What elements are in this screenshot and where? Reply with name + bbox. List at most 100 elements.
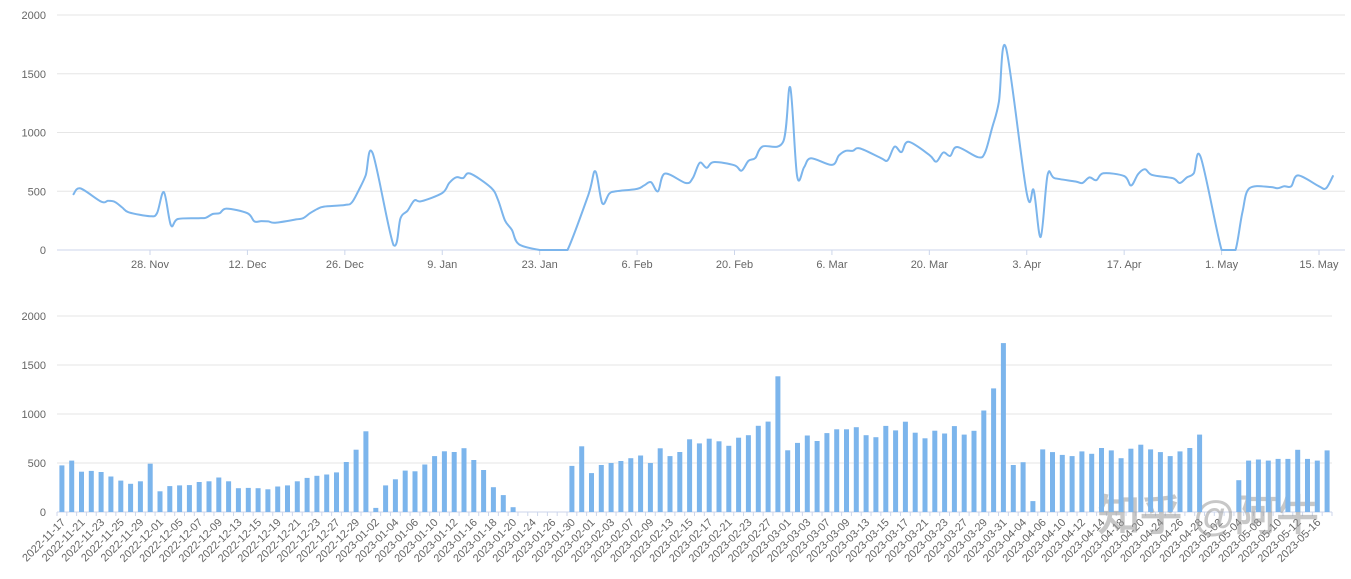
bar[interactable] bbox=[628, 458, 634, 512]
bar[interactable] bbox=[647, 463, 653, 512]
bar[interactable] bbox=[128, 483, 134, 512]
bar[interactable] bbox=[392, 479, 398, 512]
bar[interactable] bbox=[275, 486, 281, 513]
bar[interactable] bbox=[196, 482, 202, 512]
bar[interactable] bbox=[226, 481, 232, 512]
bar[interactable] bbox=[59, 465, 65, 512]
bar[interactable] bbox=[1177, 451, 1183, 512]
bar[interactable] bbox=[824, 433, 830, 512]
bar[interactable] bbox=[677, 452, 683, 512]
bar[interactable] bbox=[108, 476, 114, 513]
bar[interactable] bbox=[157, 491, 163, 512]
bar[interactable] bbox=[294, 481, 300, 512]
bar[interactable] bbox=[873, 437, 879, 512]
bar[interactable] bbox=[245, 487, 251, 512]
bar[interactable] bbox=[961, 434, 967, 512]
bar[interactable] bbox=[902, 421, 908, 512]
bar[interactable] bbox=[314, 475, 320, 512]
bar[interactable] bbox=[451, 452, 457, 512]
bar[interactable] bbox=[1069, 456, 1075, 512]
bar[interactable] bbox=[579, 446, 585, 512]
bar[interactable] bbox=[147, 463, 153, 512]
bar[interactable] bbox=[1050, 452, 1055, 512]
bar[interactable] bbox=[814, 441, 820, 512]
bar[interactable] bbox=[471, 460, 477, 512]
bar[interactable] bbox=[598, 465, 604, 512]
bar[interactable] bbox=[1089, 453, 1095, 512]
bar[interactable] bbox=[844, 429, 849, 512]
bar[interactable] bbox=[186, 485, 192, 512]
bar[interactable] bbox=[1059, 454, 1065, 512]
bar[interactable] bbox=[137, 481, 143, 512]
bar[interactable] bbox=[1255, 459, 1261, 513]
bar[interactable] bbox=[1138, 444, 1144, 512]
bar[interactable] bbox=[510, 507, 516, 512]
bar[interactable] bbox=[1128, 448, 1134, 512]
bar[interactable] bbox=[1285, 458, 1291, 512]
bar[interactable] bbox=[412, 471, 418, 512]
bar[interactable] bbox=[795, 442, 800, 512]
bar[interactable] bbox=[1324, 450, 1330, 512]
bar[interactable] bbox=[765, 421, 771, 512]
bar[interactable] bbox=[726, 445, 732, 512]
bar[interactable] bbox=[441, 451, 447, 512]
bar[interactable] bbox=[235, 488, 241, 512]
bar[interactable] bbox=[324, 474, 330, 513]
bar[interactable] bbox=[1305, 458, 1310, 512]
bar[interactable] bbox=[618, 461, 624, 512]
bar[interactable] bbox=[98, 472, 104, 512]
bar[interactable] bbox=[863, 435, 869, 512]
bar[interactable] bbox=[1010, 465, 1016, 512]
bar[interactable] bbox=[932, 430, 938, 512]
bar[interactable] bbox=[922, 438, 928, 512]
bar[interactable] bbox=[1118, 458, 1124, 512]
bar[interactable] bbox=[1157, 452, 1163, 512]
bar[interactable] bbox=[745, 435, 751, 512]
bar[interactable] bbox=[1148, 449, 1154, 512]
bar[interactable] bbox=[1040, 449, 1046, 512]
bar[interactable] bbox=[638, 455, 644, 513]
bar[interactable] bbox=[687, 439, 693, 512]
bar[interactable] bbox=[402, 470, 408, 512]
bar[interactable] bbox=[373, 507, 379, 512]
bar[interactable] bbox=[991, 388, 997, 512]
bar[interactable] bbox=[942, 433, 948, 513]
bar[interactable] bbox=[265, 489, 271, 512]
bar[interactable] bbox=[353, 449, 359, 512]
bar[interactable] bbox=[883, 425, 889, 512]
bar[interactable] bbox=[696, 443, 702, 512]
bar[interactable] bbox=[167, 486, 173, 512]
bar[interactable] bbox=[1265, 460, 1271, 513]
bar[interactable] bbox=[79, 471, 84, 512]
bar[interactable] bbox=[971, 430, 977, 512]
bar[interactable] bbox=[1275, 458, 1281, 512]
bar[interactable] bbox=[981, 410, 987, 513]
bar[interactable] bbox=[1000, 343, 1006, 512]
bar[interactable] bbox=[775, 376, 781, 512]
bar[interactable] bbox=[834, 429, 840, 512]
bar[interactable] bbox=[1167, 456, 1173, 512]
bar[interactable] bbox=[206, 481, 212, 512]
bar[interactable] bbox=[1314, 460, 1320, 513]
bar[interactable] bbox=[736, 437, 742, 512]
bar[interactable] bbox=[951, 426, 957, 512]
bar[interactable] bbox=[1099, 448, 1104, 512]
bar[interactable] bbox=[304, 477, 310, 512]
bar[interactable] bbox=[785, 450, 791, 512]
bar[interactable] bbox=[490, 487, 496, 512]
bar[interactable] bbox=[1108, 450, 1114, 512]
bar[interactable] bbox=[285, 485, 290, 512]
bar[interactable] bbox=[500, 495, 506, 512]
bar[interactable] bbox=[1030, 501, 1036, 512]
bar[interactable] bbox=[755, 425, 761, 512]
bar[interactable] bbox=[589, 473, 594, 512]
bar[interactable] bbox=[216, 477, 222, 513]
bar[interactable] bbox=[118, 480, 124, 512]
bar[interactable] bbox=[804, 435, 810, 513]
bar[interactable] bbox=[893, 430, 899, 512]
bar[interactable] bbox=[69, 460, 75, 512]
bar[interactable] bbox=[177, 485, 183, 512]
bar[interactable] bbox=[1295, 449, 1301, 512]
bar[interactable] bbox=[1079, 451, 1085, 512]
bar[interactable] bbox=[853, 427, 859, 512]
